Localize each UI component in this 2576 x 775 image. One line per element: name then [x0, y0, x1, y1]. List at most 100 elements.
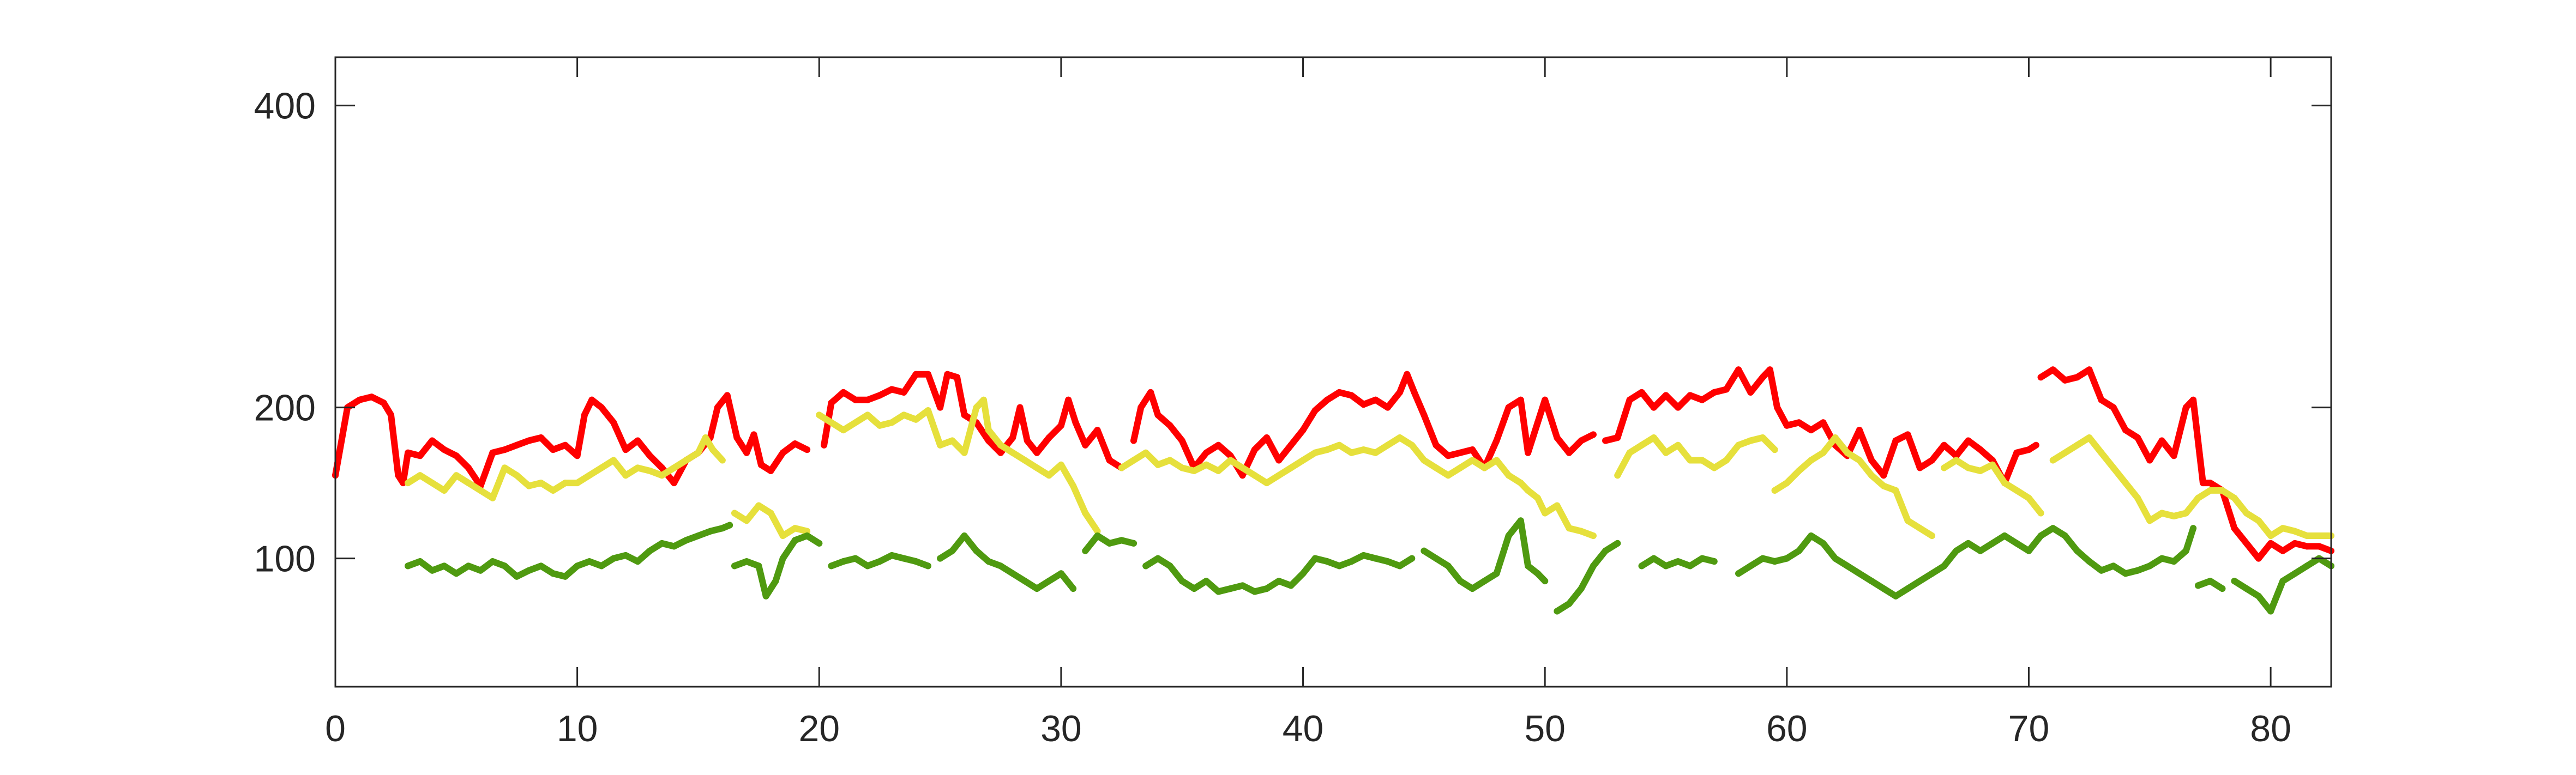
series-3-point [1045, 578, 1052, 585]
y-tick-label: 100 [254, 538, 316, 580]
x-axis-tick-labels: 0 10 20 30 40 50 60 70 80 [325, 708, 2291, 749]
series-2-point [1856, 457, 1863, 464]
series-2-point [1808, 457, 1815, 464]
series-1-point [1929, 457, 1935, 464]
series-3-point [695, 532, 702, 539]
series-1-point [501, 446, 508, 453]
series-3 [405, 517, 2334, 615]
series-2-point [1614, 472, 1621, 479]
series-3-point [1880, 585, 1887, 592]
series-3-point [1336, 562, 1343, 570]
series-2-point [1409, 441, 1416, 449]
series-1-point [1880, 472, 1887, 479]
series-1-point [1009, 434, 1016, 441]
series-2-point [702, 434, 709, 441]
series-1-point [2158, 437, 2165, 444]
series-1-point [714, 404, 721, 411]
series-2-point [2182, 510, 2189, 517]
series-2-point [634, 464, 641, 471]
series-2-point [1445, 472, 1452, 479]
series-3-point [1868, 578, 1875, 585]
series-3-point [1832, 555, 1839, 562]
series-1-point [1638, 389, 1645, 396]
series-3-point [1433, 555, 1440, 562]
series-2-point [1397, 434, 1403, 441]
series-1-point [1178, 437, 1185, 444]
series-1-point [1868, 457, 1875, 464]
series-2-point [1916, 525, 1923, 532]
series-2-point [1783, 480, 1790, 487]
series-1-point [912, 371, 919, 378]
series-1-point [1663, 392, 1669, 399]
series-1-point [1469, 446, 1476, 453]
series-3-point [1275, 578, 1283, 585]
series-1-point [1783, 422, 1790, 429]
series-3-point [772, 578, 779, 585]
series-2-point [1638, 441, 1645, 449]
series-3-point [1299, 570, 1307, 577]
x-tick-label: 70 [2008, 708, 2050, 749]
series-1-point [2122, 427, 2129, 434]
series-2-point [1239, 464, 1246, 471]
series-3-point [1650, 555, 1657, 562]
series-3-point [1525, 562, 1532, 570]
series-2-point [888, 419, 895, 426]
series-2-point [1178, 464, 1185, 471]
series-2-point [828, 419, 835, 426]
series-2-point [2025, 494, 2032, 501]
series-2-point [924, 407, 931, 414]
series-3-point [1215, 588, 1222, 595]
series-2-point [2062, 449, 2068, 456]
series-2-point [1832, 434, 1839, 441]
series-1-point [417, 452, 424, 459]
series-3-point [2279, 578, 2286, 585]
series-3-point [489, 558, 496, 565]
series-1-point [2291, 540, 2298, 547]
series-1-point [453, 452, 460, 459]
series-3-point [2255, 592, 2262, 600]
series-2-point [1554, 502, 1561, 509]
series-1-point [2049, 366, 2056, 373]
series-3-point [1663, 562, 1669, 570]
series-2-point [1033, 464, 1040, 471]
series-3-point [2182, 547, 2189, 554]
series-3-point [1602, 547, 1609, 554]
series-2-point [2013, 487, 2020, 494]
series-1-point [2098, 396, 2105, 403]
series-3-point [598, 562, 605, 570]
series-3-point [2037, 532, 2044, 539]
series-3-point [1687, 562, 1694, 570]
series-1-point [1675, 404, 1682, 411]
series-2-point [1360, 446, 1367, 453]
x-tick-label: 30 [1040, 708, 1082, 749]
series-3-point [1759, 555, 1766, 562]
series-3-point [683, 537, 690, 544]
series-2-point [2267, 532, 2274, 539]
series-3-point [2207, 578, 2214, 585]
series-2-point [1723, 457, 1730, 464]
series-3-point [1796, 547, 1802, 554]
series-3-point [441, 562, 448, 570]
series-2-point [1965, 464, 1972, 471]
series-3-point [1566, 600, 1573, 607]
series-3-point [1517, 517, 1524, 524]
series-1-point [1941, 441, 1948, 449]
series-1-point [961, 411, 968, 419]
series-2-point [2074, 441, 2081, 449]
series-3-point [864, 562, 871, 570]
series-1-point [1360, 401, 1367, 408]
series-3-point [1323, 558, 1331, 565]
series-2-point [513, 472, 520, 479]
series-2-point [1868, 472, 1875, 479]
series-1-point [1542, 396, 1549, 403]
series-2-point [973, 404, 980, 411]
series-3-point [550, 570, 557, 577]
series-1-point [646, 452, 653, 459]
series-1-point [750, 431, 757, 438]
series-3-point [1106, 540, 1113, 547]
series-2-point [1892, 487, 1899, 494]
series-3-point [2267, 608, 2274, 615]
series-2-point [1421, 457, 1428, 464]
series-3-point [1469, 585, 1476, 592]
series-3-point [646, 547, 653, 554]
